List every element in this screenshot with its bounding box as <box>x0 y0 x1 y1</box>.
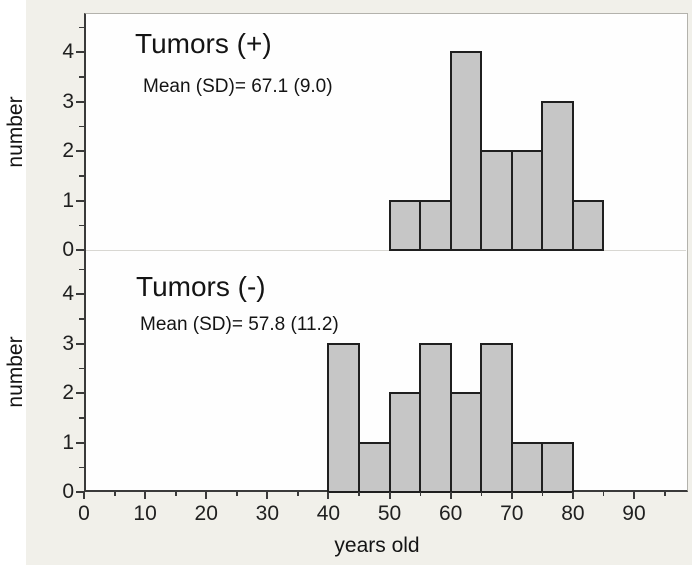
mean-sd-label-tumors-negative: Mean (SD)= 57.8 (11.2) <box>140 314 339 335</box>
x-tick-minor <box>602 492 605 496</box>
y-tick-major <box>76 249 84 251</box>
y-tick-major <box>76 51 84 53</box>
y-tick-minor <box>79 125 84 127</box>
x-tick-minor <box>358 492 360 496</box>
y-tick-label: 3 <box>62 89 74 113</box>
y-tick-minor <box>79 367 84 369</box>
histogram-bar <box>419 199 452 251</box>
plot-area <box>84 13 688 493</box>
x-tick-label: 80 <box>561 502 585 525</box>
y-tick-minor <box>79 224 84 226</box>
x-tick-label: 50 <box>377 502 402 525</box>
y-tick-major <box>76 100 84 103</box>
y-tick-label: 2 <box>62 139 74 162</box>
x-tick-major <box>510 492 513 499</box>
histogram-bar <box>327 342 360 493</box>
y-tick-label: 1 <box>62 430 74 454</box>
panel-title-tumors-positive: Tumors (+) <box>135 28 272 59</box>
x-tick-label: 30 <box>255 502 279 525</box>
panel-divider <box>86 250 686 251</box>
x-tick-minor <box>480 492 483 496</box>
x-tick-major <box>83 492 85 499</box>
x-tick-minor <box>664 492 666 496</box>
x-tick-minor <box>236 492 238 496</box>
x-tick-label: 70 <box>500 502 524 525</box>
histogram-bar <box>510 441 544 493</box>
y-tick-major <box>76 342 84 345</box>
histogram-bar <box>480 150 513 251</box>
y-tick-major <box>76 392 84 394</box>
y-tick-minor <box>79 268 84 270</box>
histogram-bar <box>541 441 574 493</box>
y-tick-label: 4 <box>62 282 74 305</box>
x-tick-minor <box>175 492 177 496</box>
x-tick-major <box>266 492 269 499</box>
x-tick-major <box>632 492 635 499</box>
x-tick-label: 40 <box>316 502 341 525</box>
histogram-bar <box>388 392 422 493</box>
y-tick-minor <box>79 417 84 419</box>
x-tick-label: 60 <box>438 502 463 525</box>
x-tick-major <box>327 492 330 499</box>
x-tick-major <box>144 492 147 499</box>
histogram-bar <box>449 51 483 251</box>
histogram-bar <box>388 199 422 251</box>
x-tick-minor <box>419 492 422 496</box>
y-tick-major <box>76 293 84 295</box>
y-tick-minor <box>79 175 84 177</box>
y-tick-label: 0 <box>62 238 74 261</box>
y-axis-title-top: number <box>4 96 27 168</box>
y-tick-label: 4 <box>62 40 74 63</box>
panel-title-tumors-negative: Tumors (-) <box>136 271 266 302</box>
x-tick-label: 20 <box>194 502 218 525</box>
y-tick-minor <box>79 466 84 468</box>
histogram-bar <box>541 100 574 251</box>
histogram-bar <box>419 342 452 493</box>
x-tick-minor <box>297 492 299 496</box>
y-tick-major <box>76 491 84 493</box>
mean-sd-label-tumors-positive: Mean (SD)= 67.1 (9.0) <box>143 76 333 97</box>
histogram-bar <box>357 441 391 493</box>
y-tick-label: 3 <box>62 331 74 355</box>
y-tick-major <box>76 441 84 444</box>
y-tick-major <box>76 150 84 152</box>
x-tick-major <box>449 492 452 499</box>
x-tick-minor <box>541 492 544 496</box>
y-tick-minor <box>79 26 84 28</box>
histogram-bar <box>510 150 544 251</box>
histogram-bar <box>480 342 513 493</box>
x-tick-minor <box>114 492 116 496</box>
x-tick-label: 10 <box>133 502 157 525</box>
x-tick-label: 0 <box>78 502 90 525</box>
x-tick-major <box>571 492 574 499</box>
x-axis-title: years old <box>334 534 420 557</box>
y-tick-minor <box>79 318 84 320</box>
y-tick-label: 2 <box>62 381 74 404</box>
y-tick-minor <box>79 76 84 78</box>
histogram-bar <box>571 199 605 251</box>
y-axis-title-bottom: number <box>4 336 27 408</box>
y-tick-label: 1 <box>62 188 74 212</box>
histogram-bar <box>449 392 483 493</box>
y-tick-major <box>76 199 84 202</box>
x-tick-label: 90 <box>622 502 646 525</box>
y-tick-label: 0 <box>62 480 74 503</box>
x-tick-major <box>205 492 208 499</box>
x-tick-major <box>388 492 391 499</box>
